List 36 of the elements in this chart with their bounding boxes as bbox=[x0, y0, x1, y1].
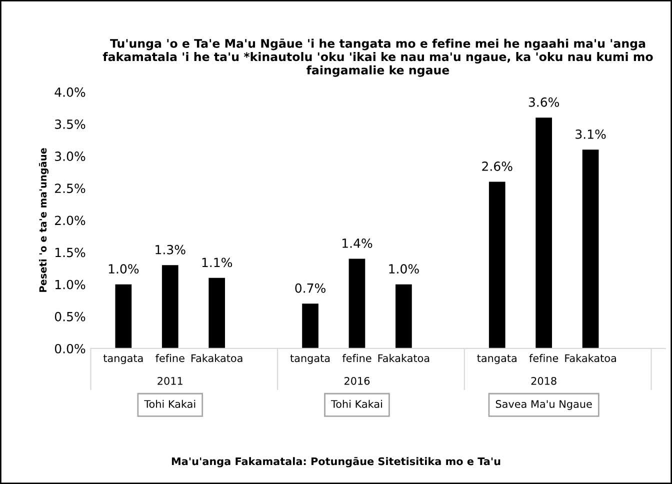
text: 2016 bbox=[344, 376, 370, 385]
x-tick-label: Fakakatoa bbox=[378, 354, 430, 362]
y-tick-label: 2.0% bbox=[55, 216, 86, 226]
y-tick-label: 3.0% bbox=[55, 152, 86, 162]
text: Ma'u'anga Fakamatala: Potungāue Sitetisitika mo e Ta'u bbox=[172, 457, 500, 468]
text: Tohi Kakai bbox=[330, 400, 382, 408]
y-axis-title: Peseti 'o e ta'e ma'ungāue bbox=[39, 148, 49, 292]
data-label: 1.3% bbox=[156, 244, 186, 254]
y-tick-label: 1.5% bbox=[55, 248, 86, 258]
y-tick-label: 3.5% bbox=[55, 119, 86, 129]
x-tick-label: Fakakatoa bbox=[565, 354, 616, 362]
x-tick-label: fefine bbox=[342, 354, 372, 362]
data-label: 0.7% bbox=[295, 283, 326, 293]
chart-title: Tu'unga 'o e Ta'e Ma'u Ngāue 'i he tangata mo e fefine mei he ngaahi ma'u 'anga fakamatala 'i he ta'u *kinautolu 'oku 'ikai ke nau ma'u ngaue, ka 'oku nau kumi mo faingamalie ke ngaue bbox=[102, 38, 653, 77]
x-tick-label: Fakakatoa bbox=[192, 354, 242, 362]
y-tick-label: 1.0% bbox=[55, 280, 86, 290]
y-tick-label: 4.0% bbox=[54, 87, 86, 97]
text: 2018 bbox=[531, 376, 556, 385]
data-label: 1.0% bbox=[108, 264, 139, 274]
x-tick-label: fefine bbox=[156, 354, 184, 362]
data-label: 3.6% bbox=[528, 97, 560, 107]
text: Savea Ma'u Ngaue bbox=[496, 400, 592, 410]
x-tick-label: fefine bbox=[529, 354, 558, 362]
data-label: 1.4% bbox=[342, 238, 372, 248]
y-tick-label: 0.5% bbox=[54, 312, 86, 322]
text: 2011 bbox=[158, 376, 182, 385]
data-label: 1.1% bbox=[202, 258, 232, 268]
data-label: 1.0% bbox=[389, 264, 419, 274]
y-tick-label: 0.0% bbox=[54, 344, 86, 354]
x-tick-label: tangata bbox=[103, 354, 143, 364]
text: Tohi Kakai bbox=[144, 400, 196, 408]
data-label: 2.6% bbox=[482, 162, 512, 171]
x-tick-label: tangata bbox=[477, 354, 516, 364]
x-tick-label: tangata bbox=[290, 354, 330, 364]
y-tick-label: 2.5% bbox=[55, 184, 86, 194]
data-label: 3.1% bbox=[576, 129, 606, 139]
